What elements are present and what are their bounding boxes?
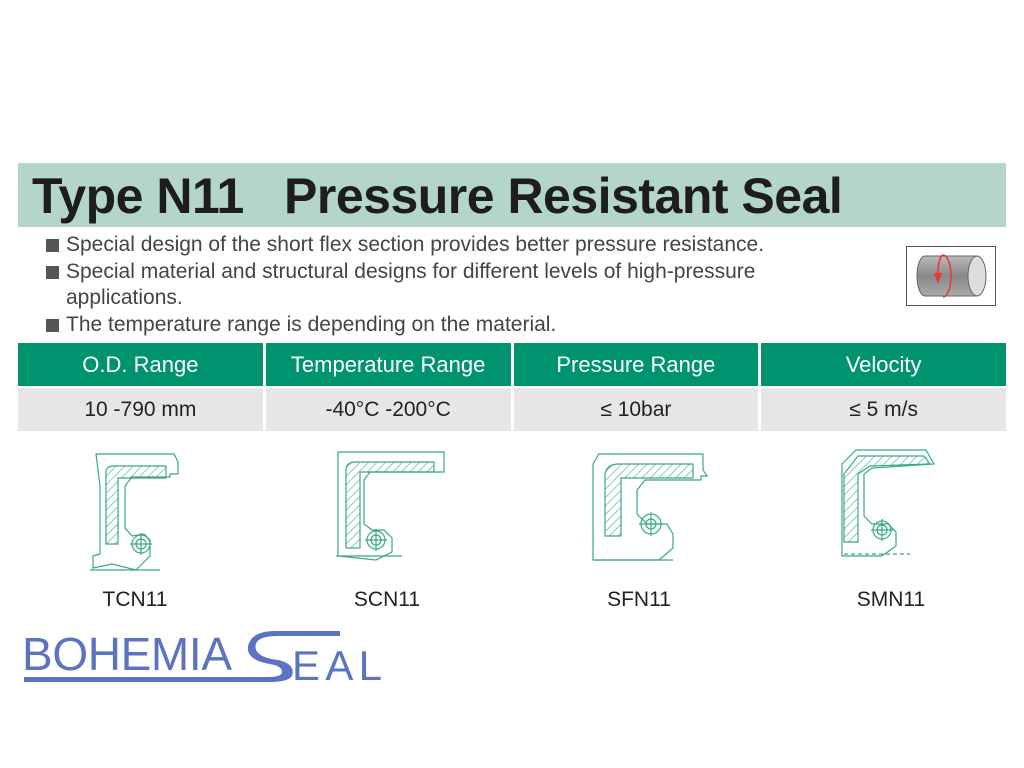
bullet-text: The temperature range is depending on th… <box>66 312 557 336</box>
header-velocity: Velocity <box>761 343 1006 386</box>
value-temperature-range: -40°C -200°C <box>265 388 511 431</box>
title-band <box>18 163 1006 227</box>
spec-table: O.D. Range Temperature Range Pressure Ra… <box>18 343 1006 431</box>
seal-label-scn11: SCN11 <box>353 588 421 611</box>
list-item: Special material and structural designs … <box>46 259 876 312</box>
bohemia-seal-watermark-logo: BOHEMIA EAL <box>20 628 390 689</box>
list-item: Special design of the short flex section… <box>46 232 886 259</box>
header-pressure-range: Pressure Range <box>513 343 759 386</box>
value-pressure-range: ≤ 10bar <box>513 388 759 431</box>
bullet-square-icon <box>46 239 59 252</box>
bullet-text: Special material and structural designs … <box>66 259 756 310</box>
seal-label-smn11: SMN11 <box>856 588 926 611</box>
bullet-square-icon <box>46 318 59 332</box>
rotating-shaft-icon <box>906 246 996 306</box>
value-velocity: ≤ 5 m/s <box>761 388 1006 431</box>
svg-text:EAL: EAL <box>292 642 382 688</box>
seal-drawing-scn11 <box>310 444 470 574</box>
svg-text:BOHEMIA: BOHEMIA <box>22 628 232 680</box>
seal-drawing-smn11 <box>810 444 970 574</box>
bullet-text: Special design of the short flex section… <box>66 233 765 256</box>
list-item: The temperature range is depending on th… <box>46 312 886 339</box>
feature-list: Special design of the short flex section… <box>46 232 886 338</box>
header-temperature-range: Temperature Range <box>265 343 511 386</box>
seal-label-tcn11: TCN11 <box>102 588 168 611</box>
bullet-square-icon <box>46 265 59 279</box>
page-title: Type N11 Pressure Resistant Seal <box>32 168 843 224</box>
header-od-range: O.D. Range <box>18 343 263 386</box>
seal-label-sfn11: SFN11 <box>607 588 671 611</box>
seal-drawing-sfn11 <box>565 444 725 574</box>
value-od-range: 10 -790 mm <box>18 388 263 431</box>
seal-drawing-tcn11 <box>70 444 230 574</box>
